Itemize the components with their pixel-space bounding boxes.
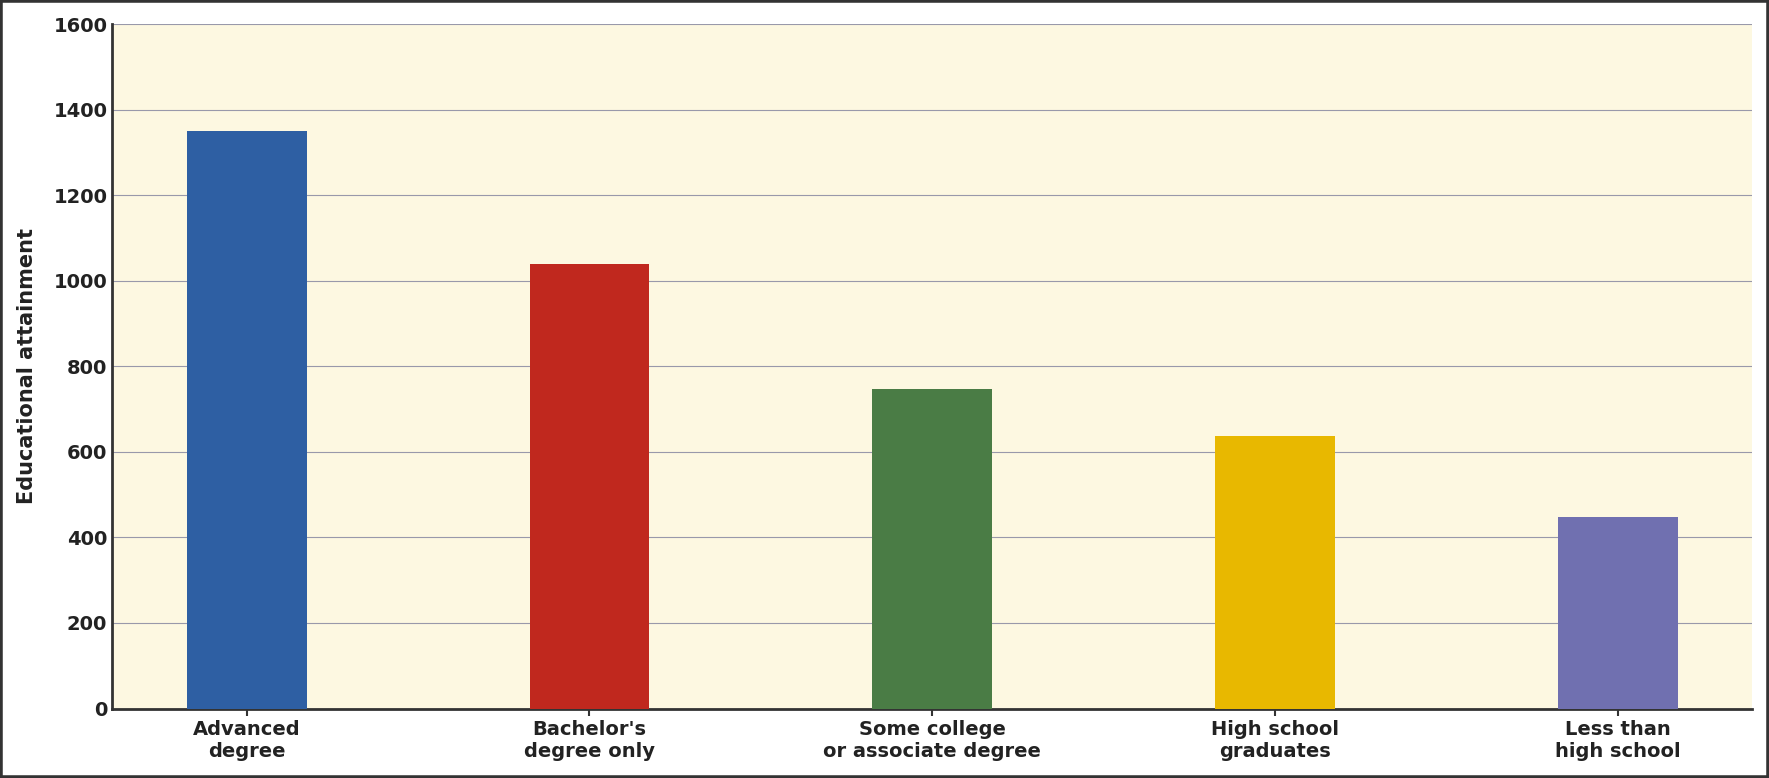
Bar <box>1215 436 1336 709</box>
Bar <box>1558 517 1677 709</box>
Bar <box>188 131 306 709</box>
Bar <box>529 264 649 709</box>
Bar <box>872 388 992 709</box>
Y-axis label: Educational attainment: Educational attainment <box>16 229 37 504</box>
